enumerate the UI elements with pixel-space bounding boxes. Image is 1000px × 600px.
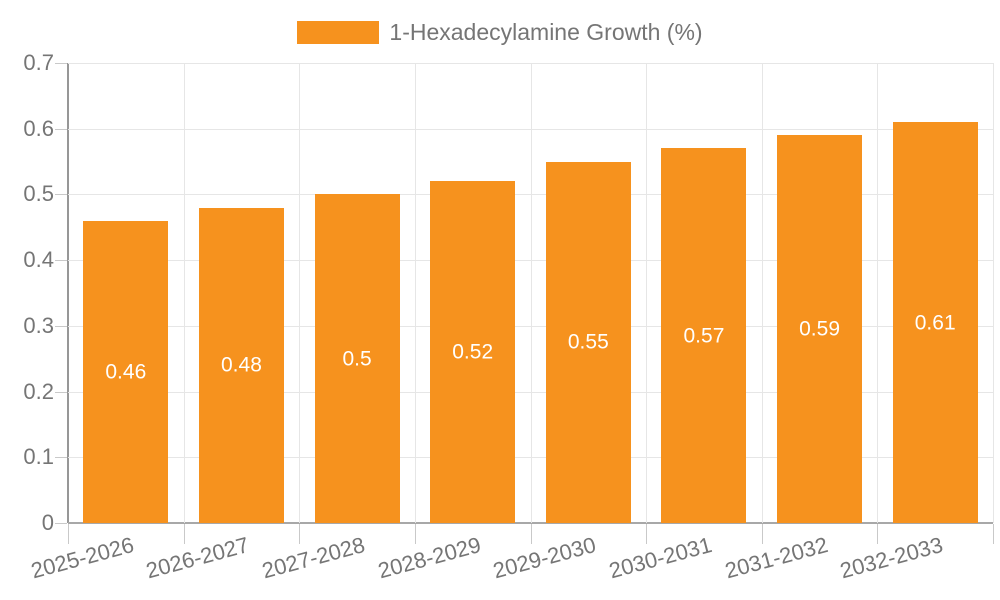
x-gridline <box>761 63 763 523</box>
x-gridline <box>646 63 648 523</box>
bar[interactable]: 0.46 <box>83 220 169 523</box>
y-axis-line <box>67 63 69 523</box>
x-gridline <box>414 63 416 523</box>
bar[interactable]: 0.55 <box>545 161 631 523</box>
x-tick-label: 2029-2030 <box>490 532 599 584</box>
bar[interactable]: 0.48 <box>198 207 284 523</box>
bar[interactable]: 0.57 <box>661 148 747 523</box>
y-axis-tick <box>55 260 67 262</box>
y-tick-label: 0.3 <box>23 312 54 338</box>
x-axis-tick <box>414 524 416 544</box>
plot-area: 0 0.1 0.2 0.3 0.4 0.5 0.6 0.7 0.46 2025-2026 0.48 2… <box>23 52 994 583</box>
x-gridline <box>877 63 879 523</box>
x-gridline <box>530 63 532 523</box>
x-axis-tick <box>183 524 185 544</box>
x-tick-label: 2032-2033 <box>837 532 946 584</box>
x-axis-tick <box>877 524 879 544</box>
x-tick-label: 2025-2026 <box>28 532 137 584</box>
y-tick-label: 0.4 <box>23 247 54 273</box>
x-gridline <box>993 63 994 523</box>
x-axis-tick <box>68 524 69 544</box>
bar-value-label: 0.52 <box>452 340 494 364</box>
y-axis-tick <box>55 523 67 524</box>
x-gridline <box>299 63 301 523</box>
x-axis-line <box>68 522 993 524</box>
bar-value-label: 0.55 <box>567 330 609 354</box>
x-axis-tick <box>299 524 301 544</box>
x-axis-tick <box>646 524 648 544</box>
x-gridline <box>183 63 185 523</box>
legend-label: 1-Hexadecylamine Growth (%) <box>389 19 703 45</box>
y-tick-label: 0.5 <box>23 181 54 207</box>
y-tick-label: 0.7 <box>23 50 54 75</box>
legend[interactable]: 1-Hexadecylamine Growth (%) <box>0 20 1000 45</box>
y-tick-label: 0.2 <box>23 378 54 404</box>
x-axis-tick <box>993 524 994 544</box>
x-tick-label: 2031-2032 <box>721 532 831 584</box>
y-axis-tick <box>55 128 67 130</box>
y-tick-label: 0.1 <box>23 444 54 470</box>
bar-value-label: 0.59 <box>799 317 840 341</box>
legend-swatch-icon <box>297 21 380 44</box>
y-tick-label: 0.6 <box>23 115 54 141</box>
bar[interactable]: 0.59 <box>777 135 863 523</box>
bar-value-label: 0.57 <box>683 324 725 348</box>
bar-value-label: 0.61 <box>914 311 956 335</box>
x-axis-tick <box>761 524 763 544</box>
bar-value-label: 0.46 <box>105 360 147 384</box>
y-tick-label: 0 <box>41 510 54 535</box>
x-tick-label: 2030-2031 <box>606 532 715 584</box>
x-tick-label: 2028-2029 <box>375 532 484 584</box>
y-axis-tick <box>55 391 67 393</box>
x-axis-tick <box>530 524 532 544</box>
x-tick-label: 2027-2028 <box>259 532 368 584</box>
y-axis-tick <box>55 194 67 196</box>
y-axis-tick <box>55 63 67 64</box>
x-tick-label: 2026-2027 <box>143 532 252 584</box>
bar[interactable]: 0.61 <box>892 122 978 523</box>
bar[interactable]: 0.52 <box>430 181 516 523</box>
bar-value-label: 0.48 <box>221 353 262 377</box>
y-axis-tick <box>55 325 67 327</box>
y-axis-tick <box>55 457 67 459</box>
bar-value-label: 0.5 <box>342 347 372 371</box>
bar[interactable]: 0.5 <box>314 194 400 523</box>
